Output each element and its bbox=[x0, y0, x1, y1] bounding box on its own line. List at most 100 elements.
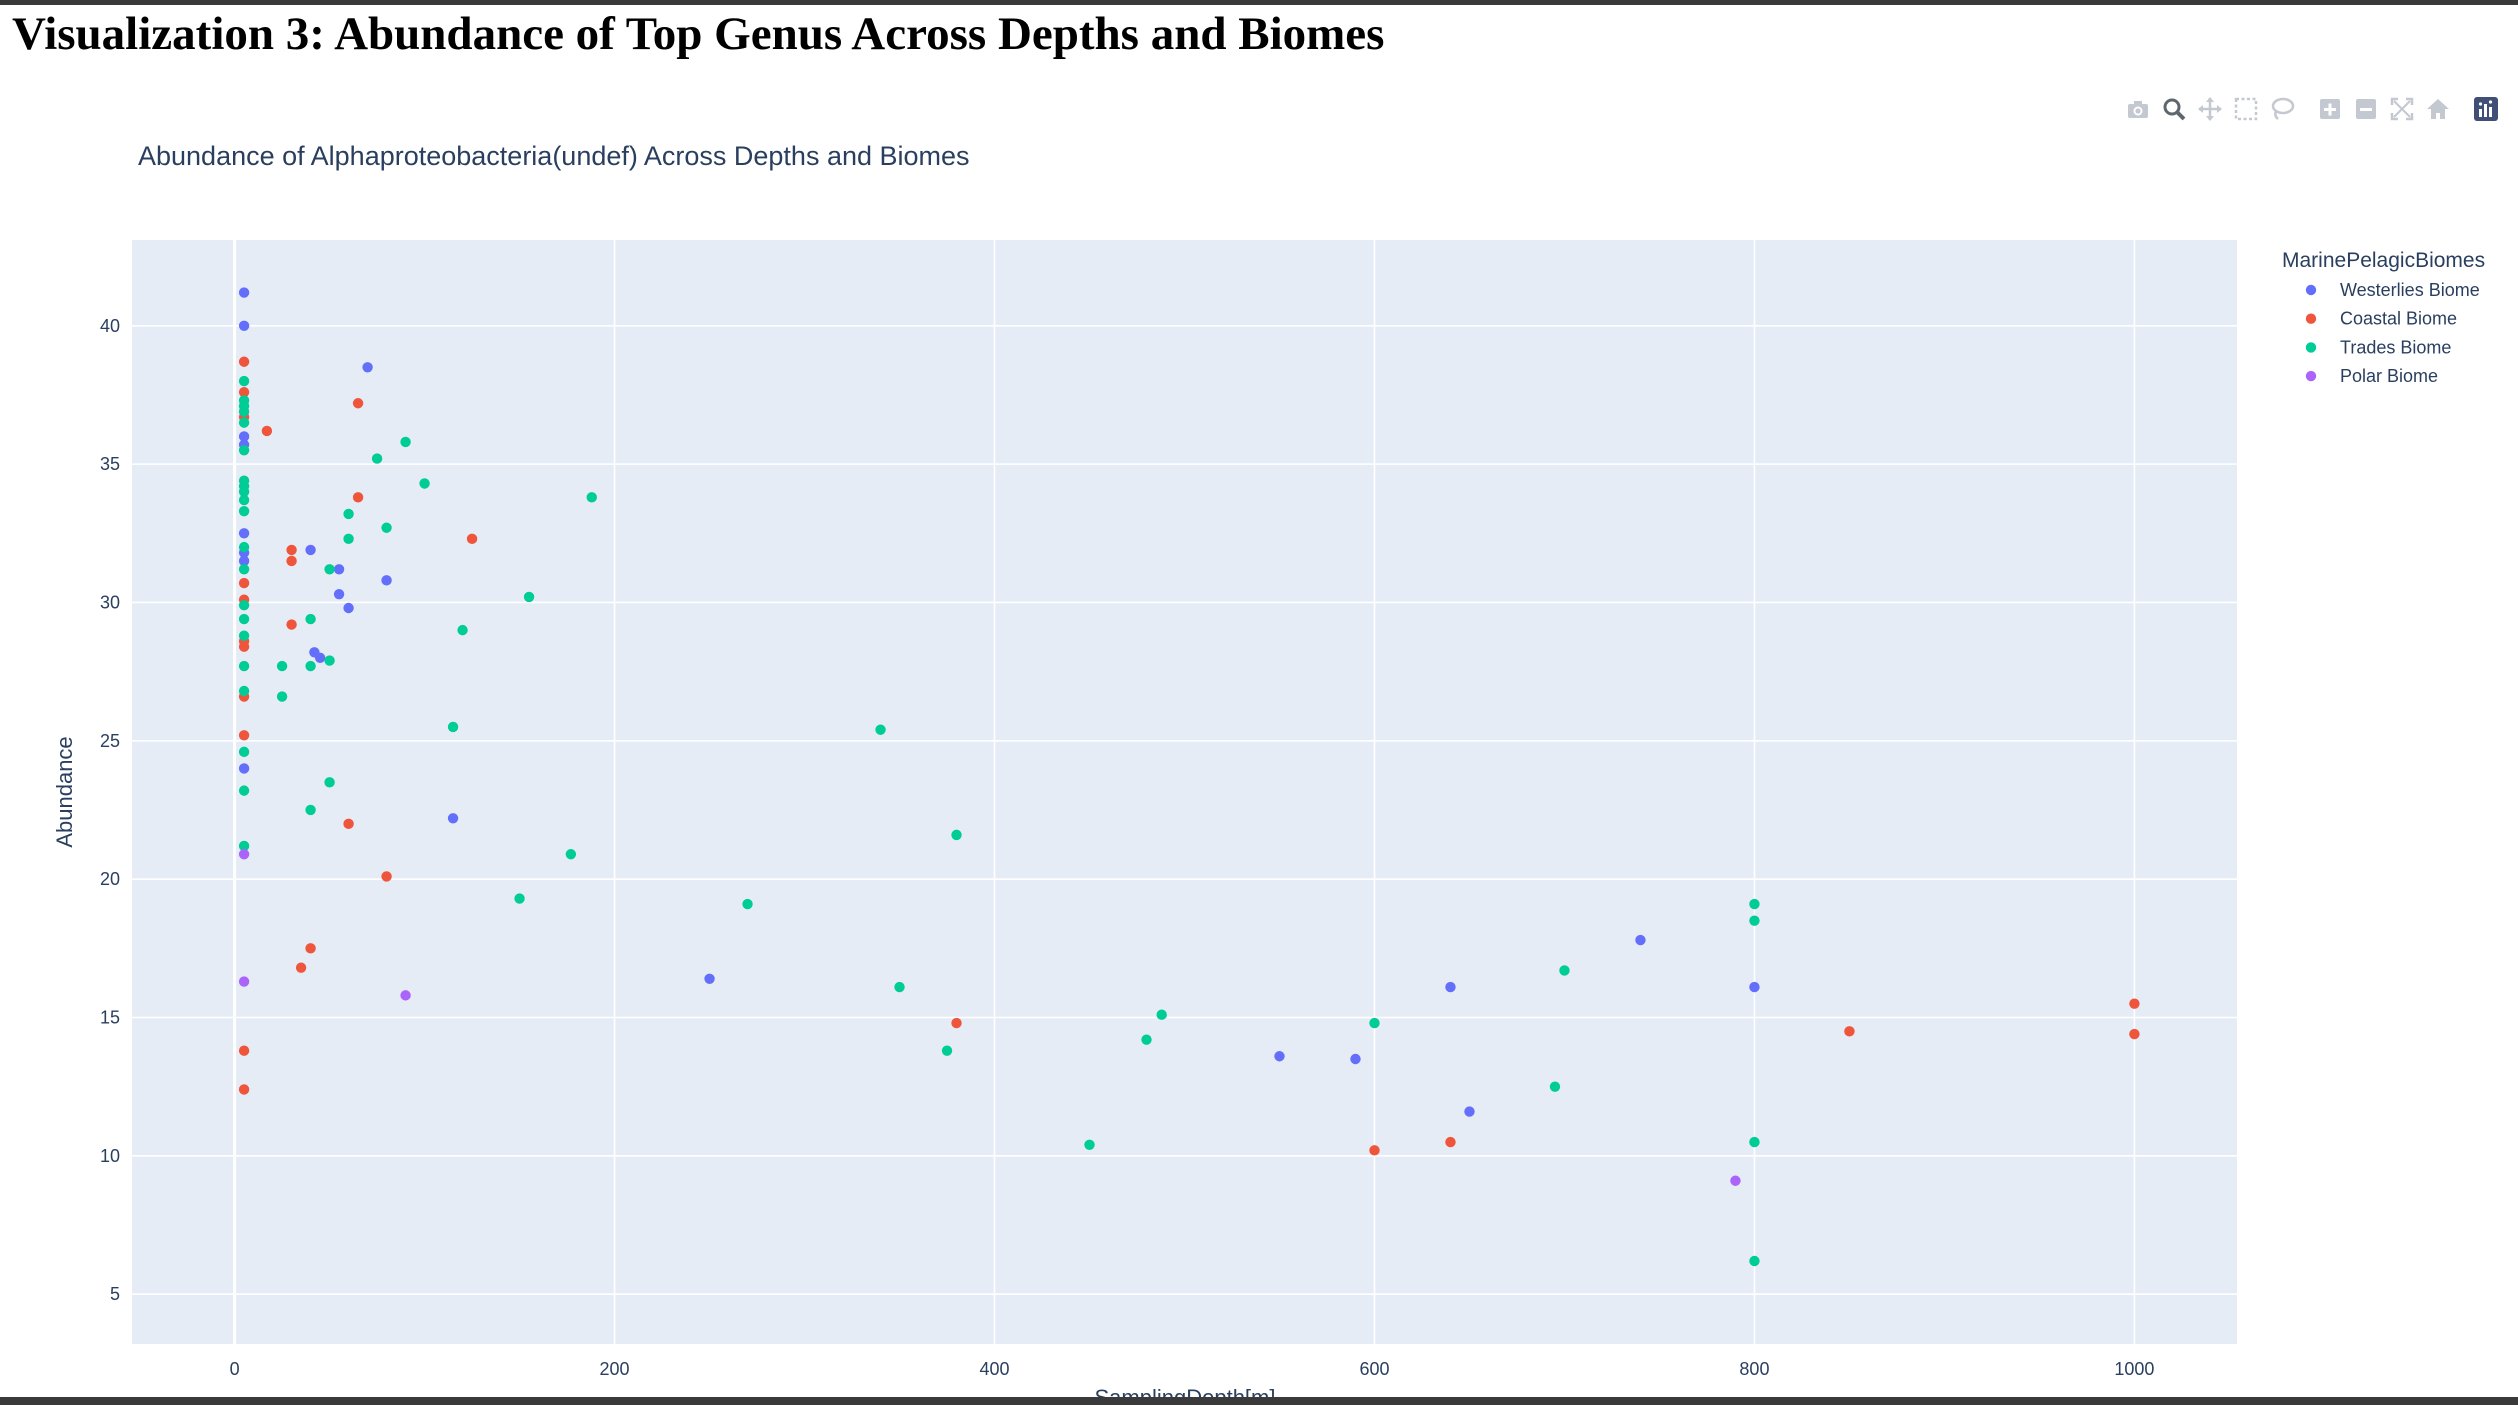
point-trades-biome[interactable] bbox=[514, 893, 525, 904]
point-westerlies-biome[interactable] bbox=[238, 320, 250, 331]
point-trades-biome[interactable] bbox=[238, 564, 250, 575]
point-trades-biome[interactable] bbox=[951, 829, 962, 841]
point-coastal-biome[interactable] bbox=[1844, 1026, 1855, 1037]
point-westerlies-biome[interactable] bbox=[1635, 934, 1646, 946]
point-trades-biome[interactable] bbox=[238, 660, 250, 672]
point-trades-biome[interactable] bbox=[238, 746, 250, 758]
zoom-out-icon[interactable] bbox=[2348, 92, 2384, 126]
point-westerlies-biome[interactable] bbox=[333, 564, 345, 575]
point-trades-biome[interactable] bbox=[1559, 965, 1570, 976]
point-trades-biome[interactable] bbox=[875, 724, 886, 735]
point-coastal-biome[interactable] bbox=[238, 577, 250, 589]
point-coastal-biome[interactable] bbox=[238, 641, 250, 652]
point-trades-biome[interactable] bbox=[238, 613, 250, 625]
point-polar-biome[interactable] bbox=[238, 849, 250, 860]
point-trades-biome[interactable] bbox=[276, 691, 288, 702]
point-trades-biome[interactable] bbox=[238, 445, 250, 456]
point-polar-biome[interactable] bbox=[400, 990, 411, 1001]
point-trades-biome[interactable] bbox=[457, 624, 468, 636]
point-trades-biome[interactable] bbox=[894, 981, 905, 993]
reset-axes-icon[interactable] bbox=[2420, 92, 2456, 126]
point-coastal-biome[interactable] bbox=[1445, 1136, 1456, 1148]
point-trades-biome[interactable] bbox=[1141, 1034, 1152, 1045]
point-coastal-biome[interactable] bbox=[238, 1084, 250, 1095]
plot-area[interactable] bbox=[132, 240, 2237, 1344]
point-trades-biome[interactable] bbox=[343, 533, 354, 545]
zoom-in-icon[interactable] bbox=[2312, 92, 2348, 126]
point-westerlies-biome[interactable] bbox=[1350, 1053, 1361, 1065]
point-trades-biome[interactable] bbox=[238, 840, 250, 852]
point-trades-biome[interactable] bbox=[1084, 1139, 1095, 1150]
legend-item-polar-biome[interactable]: Polar Biome bbox=[2305, 366, 2438, 386]
point-coastal-biome[interactable] bbox=[352, 492, 364, 503]
point-westerlies-biome[interactable] bbox=[1749, 981, 1760, 993]
plotly-logo-icon[interactable] bbox=[2468, 92, 2504, 126]
point-trades-biome[interactable] bbox=[586, 492, 597, 503]
point-coastal-biome[interactable] bbox=[2129, 998, 2140, 1009]
point-coastal-biome[interactable] bbox=[951, 1017, 962, 1029]
point-polar-biome[interactable] bbox=[1730, 1175, 1741, 1186]
legend-item-westerlies-biome[interactable]: Westerlies Biome bbox=[2305, 280, 2480, 300]
point-trades-biome[interactable] bbox=[343, 508, 354, 520]
point-coastal-biome[interactable] bbox=[286, 555, 297, 567]
point-westerlies-biome[interactable] bbox=[1274, 1051, 1285, 1062]
point-trades-biome[interactable] bbox=[238, 494, 250, 506]
point-westerlies-biome[interactable] bbox=[238, 528, 250, 539]
point-trades-biome[interactable] bbox=[742, 898, 753, 910]
point-trades-biome[interactable] bbox=[238, 630, 250, 641]
point-westerlies-biome[interactable] bbox=[333, 588, 345, 600]
point-coastal-biome[interactable] bbox=[2129, 1028, 2140, 1040]
point-westerlies-biome[interactable] bbox=[305, 544, 316, 556]
point-trades-biome[interactable] bbox=[1369, 1017, 1380, 1029]
point-westerlies-biome[interactable] bbox=[314, 652, 326, 664]
point-trades-biome[interactable] bbox=[238, 417, 250, 428]
point-trades-biome[interactable] bbox=[238, 785, 250, 796]
legend-item-trades-biome[interactable]: Trades Biome bbox=[2305, 337, 2452, 357]
point-trades-biome[interactable] bbox=[565, 849, 577, 860]
point-trades-biome[interactable] bbox=[941, 1045, 953, 1056]
point-trades-biome[interactable] bbox=[305, 804, 316, 816]
point-westerlies-biome[interactable] bbox=[381, 575, 392, 586]
point-trades-biome[interactable] bbox=[1749, 1136, 1760, 1148]
point-trades-biome[interactable] bbox=[1156, 1009, 1167, 1020]
point-trades-biome[interactable] bbox=[238, 600, 250, 611]
point-trades-biome[interactable] bbox=[381, 522, 392, 533]
point-trades-biome[interactable] bbox=[419, 478, 430, 489]
legend-item-coastal-biome[interactable]: Coastal Biome bbox=[2305, 309, 2457, 329]
point-trades-biome[interactable] bbox=[447, 721, 459, 733]
point-coastal-biome[interactable] bbox=[381, 871, 392, 882]
point-coastal-biome[interactable] bbox=[238, 1045, 250, 1056]
point-coastal-biome[interactable] bbox=[286, 544, 297, 556]
point-trades-biome[interactable] bbox=[523, 591, 535, 603]
point-westerlies-biome[interactable] bbox=[238, 763, 250, 774]
point-coastal-biome[interactable] bbox=[261, 425, 273, 437]
point-coastal-biome[interactable] bbox=[352, 398, 364, 409]
point-trades-biome[interactable] bbox=[1749, 1255, 1760, 1267]
point-westerlies-biome[interactable] bbox=[1464, 1106, 1475, 1117]
point-trades-biome[interactable] bbox=[238, 375, 250, 387]
pan-icon[interactable] bbox=[2192, 92, 2228, 126]
point-trades-biome[interactable] bbox=[371, 453, 383, 464]
point-trades-biome[interactable] bbox=[305, 660, 316, 672]
point-trades-biome[interactable] bbox=[238, 486, 250, 497]
point-westerlies-biome[interactable] bbox=[238, 287, 250, 298]
point-trades-biome[interactable] bbox=[238, 685, 250, 697]
point-coastal-biome[interactable] bbox=[286, 619, 297, 630]
point-trades-biome[interactable] bbox=[324, 564, 335, 575]
point-coastal-biome[interactable] bbox=[1369, 1145, 1380, 1156]
point-westerlies-biome[interactable] bbox=[1445, 981, 1456, 993]
point-trades-biome[interactable] bbox=[1749, 915, 1760, 926]
point-trades-biome[interactable] bbox=[276, 660, 288, 672]
point-trades-biome[interactable] bbox=[238, 406, 250, 417]
point-westerlies-biome[interactable] bbox=[362, 362, 373, 373]
point-trades-biome[interactable] bbox=[400, 436, 411, 448]
box-select-icon[interactable] bbox=[2228, 92, 2264, 126]
point-westerlies-biome[interactable] bbox=[447, 813, 459, 824]
point-trades-biome[interactable] bbox=[305, 613, 316, 625]
point-westerlies-biome[interactable] bbox=[704, 973, 715, 984]
point-coastal-biome[interactable] bbox=[343, 818, 354, 830]
point-coastal-biome[interactable] bbox=[305, 943, 316, 954]
point-westerlies-biome[interactable] bbox=[343, 602, 354, 614]
point-coastal-biome[interactable] bbox=[466, 533, 478, 545]
lasso-select-icon[interactable] bbox=[2264, 92, 2300, 126]
